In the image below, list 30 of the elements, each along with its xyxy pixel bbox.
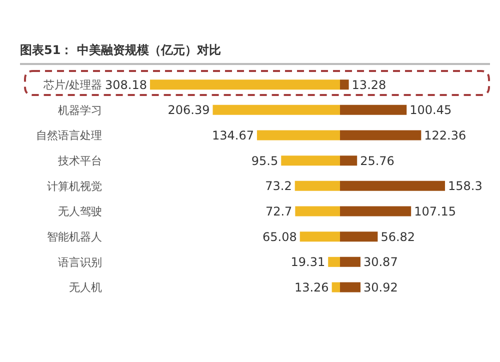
y-tick-label: 无人驾驶 (58, 205, 102, 218)
chart-title: 图表51： 中美融资规模（亿元）对比 (20, 42, 490, 65)
y-tick-label: 计算机视觉 (47, 180, 102, 193)
bar (340, 80, 349, 90)
data-label: 122.36 (424, 128, 466, 142)
data-label: 13.26 (294, 280, 329, 294)
data-label: 56.82 (380, 230, 416, 244)
data-label: 30.92 (364, 280, 398, 294)
data-label: 13.28 (352, 78, 386, 92)
data-label: 134.67 (212, 128, 254, 142)
data-label: 308.18 (105, 78, 147, 92)
data-label: 30.87 (363, 255, 398, 270)
data-label: 73.2 (265, 179, 292, 194)
y-tick-label: 自然语言处理 (36, 129, 102, 142)
data-label: 206.39 (168, 103, 210, 118)
data-label: 65.08 (262, 230, 297, 244)
y-tick-label: 语言识别 (58, 256, 102, 269)
data-label: 72.7 (265, 204, 292, 218)
bar (340, 156, 358, 166)
y-tick-label: 机器学习 (58, 104, 102, 117)
data-label: 158.3 (448, 179, 482, 194)
y-tick-label: 智能机器人 (47, 230, 102, 244)
y-tick-label: 芯片/处理器 (42, 78, 102, 92)
data-label: 19.31 (290, 255, 326, 270)
data-label: 95.5 (251, 154, 278, 168)
y-tick-label: 技术平台 (57, 154, 102, 168)
y-tick-label: 无人机 (69, 281, 102, 294)
data-label: 25.76 (360, 154, 394, 168)
data-label: 107.15 (414, 204, 456, 218)
data-label: 100.45 (410, 103, 452, 118)
